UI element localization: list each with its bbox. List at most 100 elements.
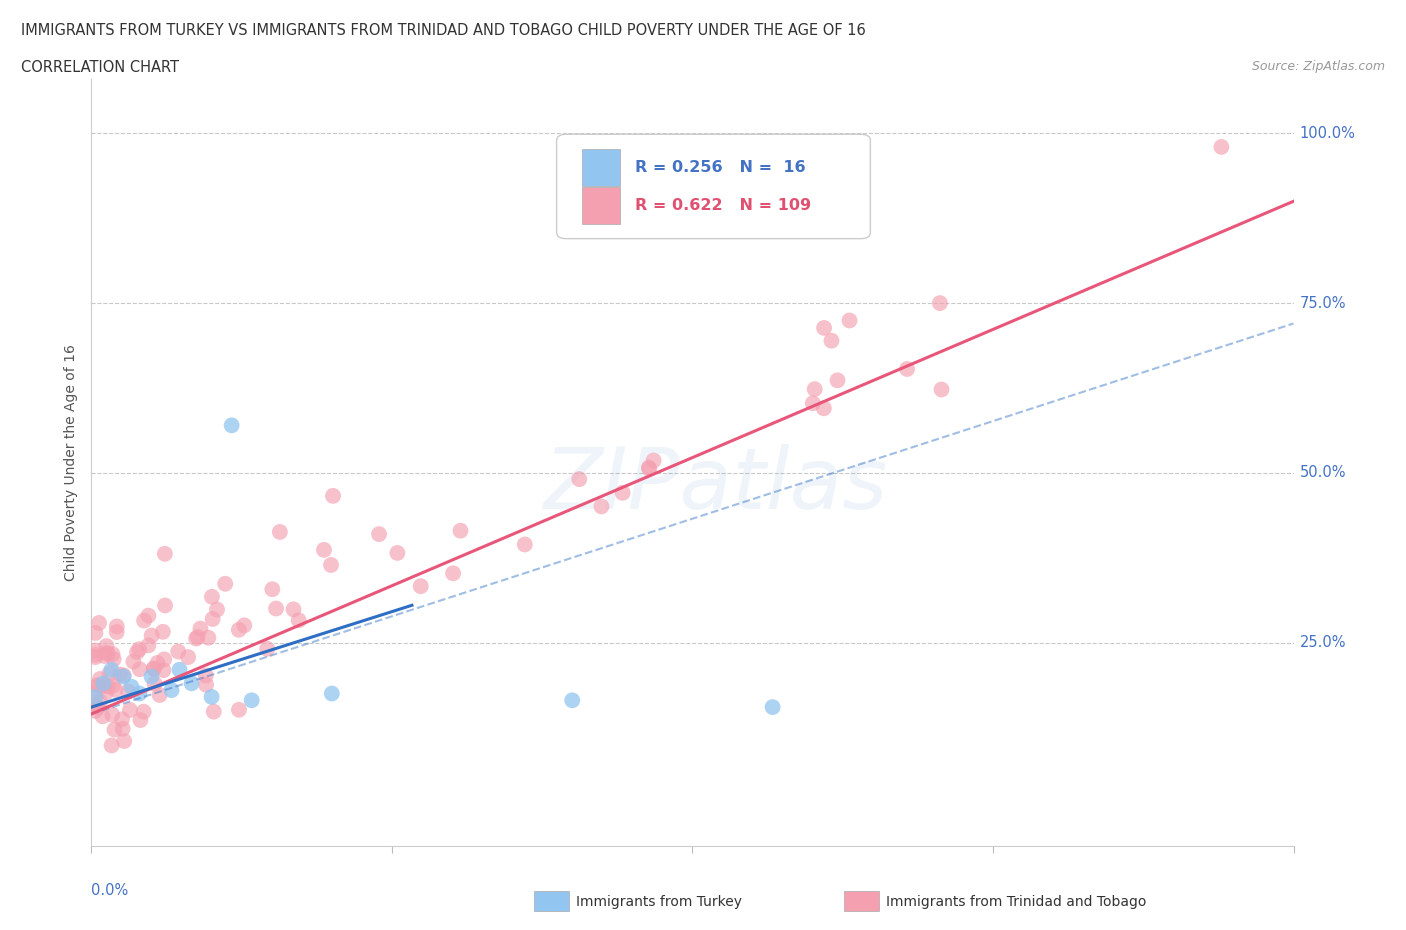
Point — [132, 704, 155, 719]
Point — [121, 679, 143, 694]
Point — [149, 687, 172, 702]
Point — [84, 647, 107, 662]
Y-axis label: Child Poverty Under the Age of 16: Child Poverty Under the Age of 16 — [65, 344, 79, 581]
Bar — [582, 149, 620, 186]
Point — [96, 639, 118, 654]
Text: R = 0.256   N =  16: R = 0.256 N = 16 — [634, 160, 806, 175]
Point — [287, 613, 309, 628]
Point — [201, 590, 224, 604]
Point — [100, 738, 122, 753]
Point — [838, 313, 860, 328]
Text: Source: ZipAtlas.com: Source: ZipAtlas.com — [1251, 60, 1385, 73]
Point — [89, 694, 111, 709]
Text: 25.0%: 25.0% — [1299, 635, 1346, 650]
Text: R = 0.622   N = 109: R = 0.622 N = 109 — [634, 198, 811, 213]
Point — [153, 598, 176, 613]
Point — [129, 712, 152, 727]
Point — [84, 650, 107, 665]
Point — [128, 662, 150, 677]
Point — [142, 661, 165, 676]
Point — [180, 676, 202, 691]
Bar — [582, 187, 620, 224]
Point — [228, 702, 250, 717]
Point — [201, 612, 224, 627]
Point — [928, 296, 950, 311]
Point — [409, 578, 432, 593]
Point — [205, 602, 228, 617]
Point — [201, 689, 224, 704]
Point — [138, 638, 160, 653]
Point — [195, 677, 218, 692]
Point — [262, 582, 284, 597]
Point — [128, 686, 150, 701]
Point — [643, 453, 665, 468]
Point — [638, 461, 661, 476]
Point — [561, 693, 583, 708]
Point — [104, 683, 127, 698]
Point — [283, 602, 305, 617]
Text: CORRELATION CHART: CORRELATION CHART — [21, 60, 179, 75]
Point — [143, 676, 166, 691]
Point — [153, 546, 176, 561]
Text: 100.0%: 100.0% — [1299, 126, 1355, 140]
Point — [931, 382, 953, 397]
Text: 50.0%: 50.0% — [1299, 465, 1346, 481]
Point — [513, 537, 536, 551]
Point — [141, 628, 163, 643]
Point — [93, 676, 115, 691]
Point — [112, 668, 135, 683]
Point — [228, 622, 250, 637]
Point — [153, 652, 176, 667]
Point — [108, 667, 131, 682]
Point — [167, 644, 190, 659]
Point — [117, 684, 139, 699]
Point — [568, 472, 591, 486]
FancyBboxPatch shape — [557, 134, 870, 239]
Point — [141, 669, 163, 684]
Point — [264, 601, 287, 616]
Point — [96, 684, 118, 699]
Text: 75.0%: 75.0% — [1299, 296, 1346, 311]
Point — [368, 526, 391, 541]
Point — [152, 663, 174, 678]
Point — [612, 485, 634, 500]
Point — [197, 631, 219, 645]
Point — [146, 656, 169, 671]
Point — [112, 734, 135, 749]
Point — [169, 662, 191, 677]
Point — [103, 723, 125, 737]
Point — [84, 689, 107, 704]
Text: Immigrants from Turkey: Immigrants from Turkey — [576, 895, 742, 910]
Text: Immigrants from Trinidad and Tobago: Immigrants from Trinidad and Tobago — [886, 895, 1146, 910]
Point — [322, 488, 344, 503]
Point — [87, 616, 110, 631]
Point — [103, 652, 125, 667]
Point — [105, 619, 128, 634]
Point — [202, 704, 225, 719]
Point — [96, 645, 118, 660]
Point — [319, 558, 342, 573]
Point — [98, 666, 121, 681]
Point — [128, 642, 150, 657]
Point — [87, 699, 110, 714]
Point — [803, 381, 825, 396]
Point — [87, 678, 110, 693]
Point — [132, 613, 155, 628]
Point — [214, 577, 236, 591]
Point — [138, 608, 160, 623]
Point — [127, 644, 149, 659]
Point — [321, 686, 343, 701]
Point — [184, 631, 207, 646]
Point — [89, 671, 111, 686]
Point — [762, 699, 785, 714]
Text: ZIPatlas: ZIPatlas — [544, 445, 889, 527]
Point — [194, 668, 217, 683]
Point — [801, 396, 824, 411]
Point — [820, 333, 842, 348]
Point — [118, 702, 141, 717]
Point — [93, 648, 115, 663]
Point — [122, 654, 145, 669]
Point — [813, 321, 835, 336]
Point — [142, 661, 165, 676]
Point — [97, 646, 120, 661]
